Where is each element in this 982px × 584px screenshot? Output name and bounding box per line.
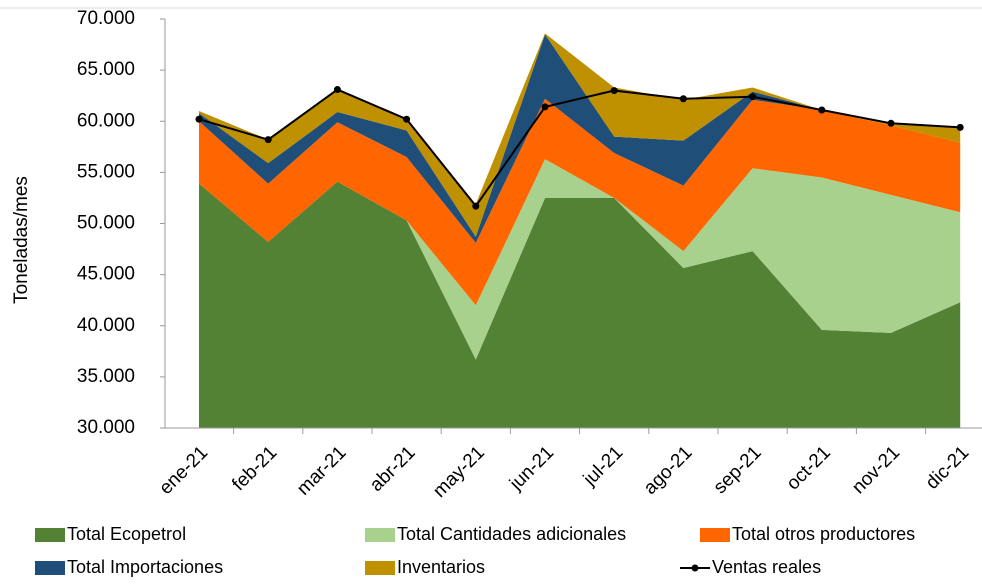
x-tick-label: nov-21 [848,442,904,498]
y-tick-label: 50.000 [77,213,135,234]
area [199,33,961,237]
line [198,88,961,208]
area [199,98,961,306]
legend-label: Total otros productores [732,524,915,544]
legend-label: Total Importaciones [67,557,223,577]
marker [403,115,411,123]
y-axis-label: Toneladas/mes [11,176,32,304]
y-tick-label: 45.000 [77,264,135,285]
y-tick-label: 40.000 [77,315,135,336]
marker [195,115,203,123]
x-tick-label: jul-21 [579,442,627,490]
areas [199,33,961,428]
x-tick-label: sep-21 [710,442,766,498]
y-tick-label: 60.000 [77,110,135,131]
area [199,159,961,360]
y-tick-label: 55.000 [77,161,135,182]
legend-swatch [691,564,699,572]
marker [610,87,618,95]
marker [333,86,341,94]
x-tick-label: ago-21 [640,442,697,499]
x-tick-label: oct-21 [783,442,835,494]
legend-label: Ventas reales [712,557,821,577]
marker [818,106,826,114]
marker [749,93,757,101]
legend-swatch [35,561,65,575]
x-tick-label: may-21 [429,442,489,502]
x-tick-label: abr-21 [366,442,420,496]
marker [956,123,964,131]
area [199,181,961,428]
legend-label: Total Cantidades adicionales [397,524,626,544]
x-tick-label: dic-21 [922,442,973,493]
x-tick-label: jun-21 [505,442,558,495]
legend-swatch [365,528,395,542]
marker [887,119,895,127]
marker [541,103,549,111]
y-tick-label: 65.000 [77,59,135,80]
y-tick-label: 35.000 [77,366,135,387]
marker [472,202,480,210]
x-tick-label: mar-21 [293,442,350,499]
x-tick-label: ene-21 [155,442,212,499]
marker [264,136,272,144]
x-tick-label: feb-21 [228,442,281,495]
legend-label: Total Ecopetrol [67,524,186,544]
y-tick-label: 30.000 [77,417,135,438]
y-tick-label: 70.000 [77,8,135,29]
legend-swatch [35,528,65,542]
legend-swatch [365,561,395,575]
legend-swatch [700,528,730,542]
marker [679,95,687,103]
legend-label: Inventarios [397,557,485,577]
